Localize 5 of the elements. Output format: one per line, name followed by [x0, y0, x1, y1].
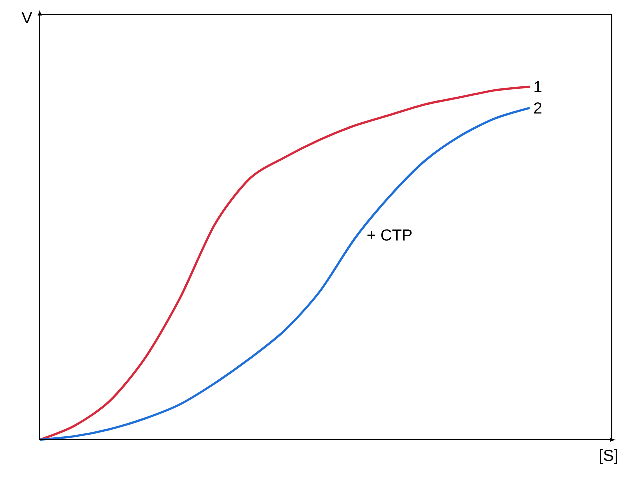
- series-label: 1: [534, 81, 542, 92]
- annotation: + CTP: [368, 230, 412, 241]
- y-axis-title: V: [22, 12, 32, 24]
- x-axis-title: [S]: [600, 450, 618, 464]
- series-label: 2: [534, 102, 542, 114]
